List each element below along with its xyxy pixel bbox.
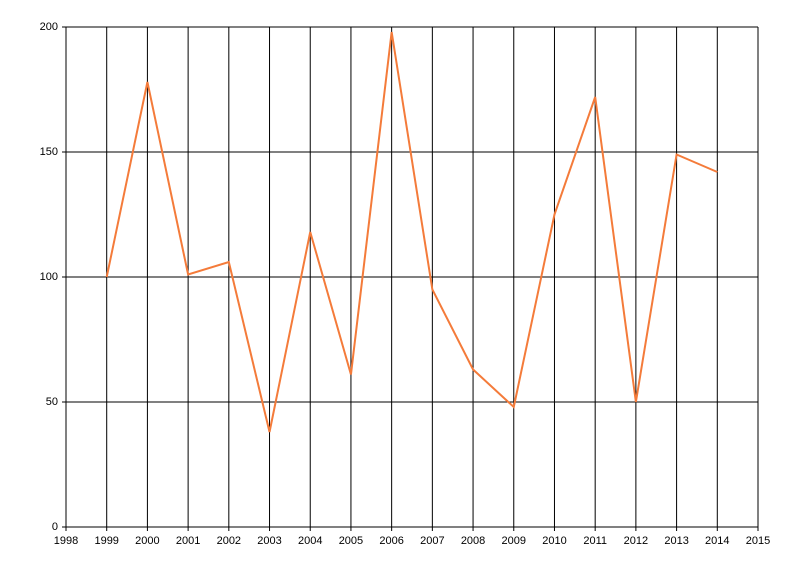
x-tick-label: 2009: [502, 535, 526, 547]
x-tick-label: 1998: [54, 535, 78, 547]
x-tick-label: 2001: [176, 535, 200, 547]
x-tick-label: 2010: [542, 535, 566, 547]
x-tick-label: 2013: [664, 535, 688, 547]
x-tick-label: 2002: [217, 535, 241, 547]
x-tick-label: 2004: [298, 535, 322, 547]
y-tick-label: 100: [40, 271, 58, 283]
data-line: [105, 31, 718, 433]
x-tick-label: 2011: [583, 535, 607, 547]
x-tick-label: 2005: [339, 535, 363, 547]
x-tick-label: 2015: [746, 535, 770, 547]
y-tick-label: 150: [40, 146, 58, 158]
x-tick-label: 2014: [705, 535, 729, 547]
x-tick-label: 2003: [257, 535, 281, 547]
y-tick-label: 0: [52, 521, 58, 533]
y-tick-label: 50: [46, 396, 58, 408]
x-tick-label: 2000: [135, 535, 159, 547]
x-tick-label: 2006: [379, 535, 403, 547]
y-tick-label: 200: [40, 21, 58, 33]
x-tick-label: 2012: [624, 535, 648, 547]
x-tick-label: 2007: [420, 535, 444, 547]
x-tick-label: 2008: [461, 535, 485, 547]
x-tick-label: 1999: [94, 535, 118, 547]
